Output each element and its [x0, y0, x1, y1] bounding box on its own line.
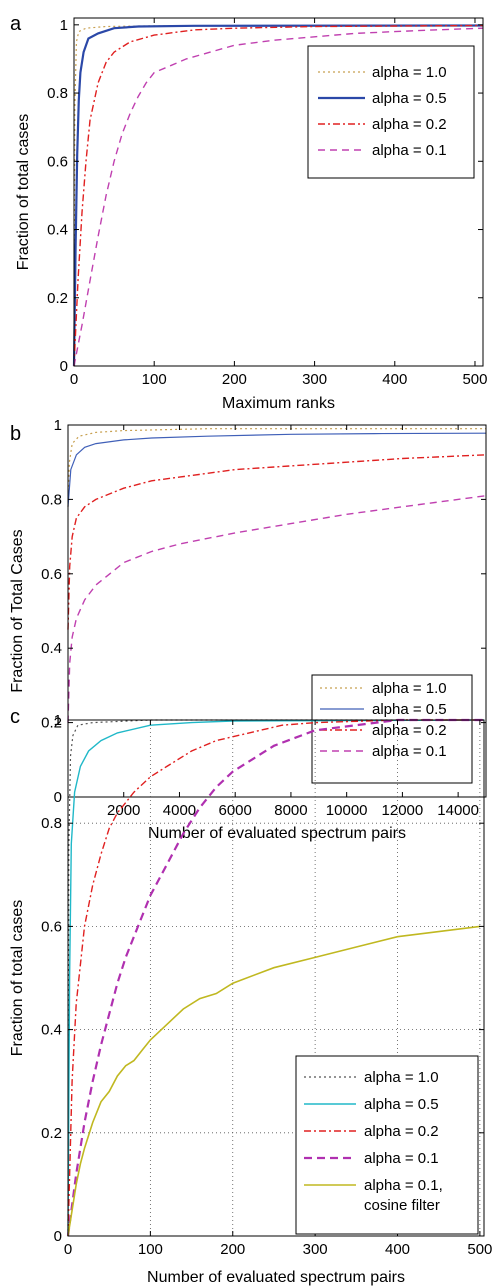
- x-tick-label: 4000: [163, 802, 196, 819]
- legend-label-1: alpha = 1.0: [364, 1069, 439, 1086]
- y-tick-label: 0.8: [47, 85, 68, 102]
- panel-letter-b: b: [10, 423, 21, 445]
- x-tick-label: 300: [302, 371, 327, 388]
- panel-letter-c: c: [10, 706, 20, 728]
- x-axis-label: Maximum ranks: [222, 395, 335, 412]
- y-tick-label: 0.6: [47, 153, 68, 170]
- legend-label-2: alpha = 0.5: [364, 1096, 439, 1113]
- x-tick-label: 100: [138, 1241, 163, 1258]
- x-tick-label: 300: [303, 1241, 328, 1258]
- y-axis-label: Fraction of Total Cases: [9, 529, 26, 692]
- x-tick-label: 0: [70, 371, 78, 388]
- x-tick-label: 8000: [274, 802, 307, 819]
- series-line-1: [68, 429, 486, 507]
- legend-label-1: alpha = 1.0: [372, 64, 447, 81]
- y-tick-label: 0.4: [41, 1022, 62, 1039]
- legend-label-2: alpha = 0.5: [372, 701, 447, 718]
- y-tick-label: 0.8: [41, 491, 62, 508]
- y-tick-label: 1: [54, 417, 62, 434]
- panel-letter-a: a: [10, 13, 22, 35]
- x-tick-label: 12000: [382, 802, 424, 819]
- y-tick-label: 0.4: [41, 640, 62, 657]
- x-tick-label: 500: [462, 371, 487, 388]
- legend-label-4: alpha = 0.1: [372, 743, 447, 760]
- x-axis-label: Number of evaluated spectrum pairs: [148, 825, 406, 842]
- x-tick-label: 6000: [219, 802, 252, 819]
- x-tick-label: 0: [64, 1241, 72, 1258]
- series-line-2: [68, 433, 486, 507]
- series-line-3: [68, 455, 486, 630]
- legend-label-4: alpha = 0.1: [364, 1150, 439, 1167]
- x-tick-label: 500: [467, 1241, 492, 1258]
- legend-label-2: alpha = 0.5: [372, 90, 447, 107]
- x-tick-label: 10000: [326, 802, 368, 819]
- y-tick-label: 0.6: [41, 918, 62, 935]
- legend-label-5: cosine filter: [364, 1197, 440, 1214]
- y-tick-label: 0.8: [41, 815, 62, 832]
- y-tick-label: 0.2: [47, 290, 68, 307]
- y-tick-label: 1: [60, 17, 68, 34]
- legend-label-4: alpha = 0.1: [372, 142, 447, 159]
- y-tick-label: 0: [54, 789, 62, 806]
- y-tick-label: 1: [54, 712, 62, 729]
- x-tick-label: 200: [220, 1241, 245, 1258]
- legend-label-3: alpha = 0.2: [372, 116, 447, 133]
- x-axis-label: Number of evaluated spectrum pairs: [147, 1269, 405, 1286]
- y-tick-label: 0.6: [41, 566, 62, 583]
- y-axis-label: Fraction of total cases: [9, 900, 26, 1057]
- legend-label-3: alpha = 0.2: [364, 1123, 439, 1140]
- x-tick-label: 100: [142, 371, 167, 388]
- legend-label-3: alpha = 0.2: [372, 722, 447, 739]
- x-tick-label: 400: [385, 1241, 410, 1258]
- y-axis-label: Fraction of total cases: [15, 114, 32, 271]
- legend-label-1: alpha = 1.0: [372, 680, 447, 697]
- x-tick-label: 200: [222, 371, 247, 388]
- x-tick-label: 14000: [437, 802, 479, 819]
- x-tick-label: 400: [382, 371, 407, 388]
- y-tick-label: 0: [60, 358, 68, 375]
- y-tick-label: 0: [54, 1228, 62, 1245]
- y-tick-label: 0.4: [47, 222, 68, 239]
- legend-label-5: alpha = 0.1,: [364, 1177, 443, 1194]
- y-tick-label: 0.2: [41, 1125, 62, 1142]
